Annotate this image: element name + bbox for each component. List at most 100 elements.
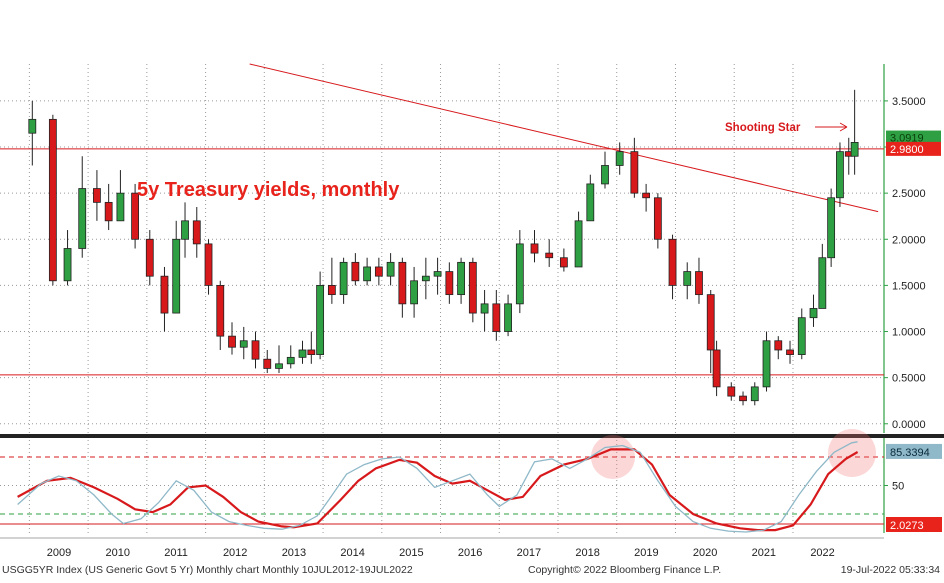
y-tick-label: 1.0000 [892, 327, 926, 339]
osc-series-secondary [17, 441, 858, 533]
candle-body [307, 349, 316, 355]
candle-body [480, 303, 489, 314]
level-badge [886, 141, 941, 156]
candle-body [836, 151, 844, 199]
candle-body [263, 358, 272, 369]
x-tick-label: 2016 [458, 547, 482, 559]
candle-body [181, 220, 189, 240]
candle-body [145, 238, 154, 277]
candle-body [339, 261, 348, 296]
osc-series-primary [17, 448, 859, 532]
footer-timestamp: 19-Jul-2022 05:33:34 [840, 564, 940, 576]
candle-body [827, 197, 836, 259]
chart-svg: 3.50003.00002.50002.00001.50001.00000.50… [0, 63, 944, 559]
candle-body [160, 275, 169, 314]
annotation-arrowhead [839, 122, 848, 132]
x-tick-label: 2014 [340, 547, 364, 559]
candle-body [286, 356, 295, 365]
candle-body [468, 261, 477, 314]
candle-body [615, 151, 624, 166]
candle-body [750, 386, 759, 402]
footer-copyright: Copyright© 2022 Bloomberg Finance L.P. [528, 564, 722, 576]
x-tick-label: 2013 [282, 547, 306, 559]
level-label: 2.9800 [890, 144, 924, 156]
candle-body [251, 340, 260, 360]
candle-body [762, 340, 771, 388]
candle-body [586, 183, 595, 222]
candle-body [695, 271, 703, 296]
candle-body [374, 266, 383, 277]
candle-body [630, 151, 639, 194]
x-tick-label: 2019 [634, 547, 658, 559]
osc-last-badge [886, 443, 942, 459]
candle-body [668, 238, 677, 286]
candle-body [421, 275, 430, 282]
highlight-circle-2022 [828, 429, 876, 477]
candle-body [786, 349, 794, 355]
y-tick-label: 2.5000 [892, 188, 926, 200]
footer-source: USGG5YR Index (US Generic Govt 5 Yr) Mon… [2, 564, 413, 576]
candle-body [398, 261, 407, 305]
candle-body [48, 118, 57, 282]
candle-body [530, 243, 539, 254]
candle-body [818, 257, 827, 309]
candle-body [457, 261, 465, 296]
candle-body [116, 192, 125, 222]
panel-separator [0, 434, 944, 438]
y-tick-label: 3.5000 [892, 96, 926, 108]
candle-body [492, 303, 501, 332]
candle-body [78, 188, 87, 249]
candle-body [545, 252, 554, 259]
candle-body [706, 294, 715, 351]
candle-body [228, 335, 236, 348]
candle-body [28, 118, 37, 134]
candle-body [386, 261, 395, 277]
candle-body [351, 261, 360, 282]
candle-body [739, 395, 747, 402]
candle-body [683, 271, 692, 286]
trendline [249, 63, 879, 213]
candle-body [601, 165, 609, 185]
y-tick-label: 0.0000 [892, 419, 926, 431]
y-tick-label: 2.0000 [892, 234, 926, 246]
x-tick-label: 2018 [575, 547, 599, 559]
x-tick-label: 2021 [752, 547, 776, 559]
x-tick-label: 2011 [164, 547, 188, 559]
candle-body [63, 248, 72, 282]
shooting-star-annotation: Shooting Star [725, 122, 801, 134]
candle-body [363, 266, 372, 282]
candle-body [504, 303, 512, 332]
x-tick-label: 2017 [517, 547, 541, 559]
candle-body [445, 271, 454, 296]
candle-body [574, 220, 583, 268]
candle-body [559, 257, 568, 268]
x-tick-label: 2009 [47, 547, 71, 559]
x-tick-label: 2022 [810, 547, 834, 559]
osc-secondary-label: 2.0273 [890, 520, 924, 532]
highlight-circle-2018 [591, 435, 635, 479]
candle-body [642, 192, 651, 199]
candle-body [275, 363, 283, 369]
candle-body [797, 317, 806, 355]
x-tick-label: 2010 [105, 547, 129, 559]
y-tick-label: 0.5000 [892, 373, 926, 385]
candle-body [239, 340, 248, 348]
candle-body [410, 280, 418, 305]
last-price-badge [886, 130, 941, 145]
candle-body [93, 188, 101, 203]
candle-body [850, 142, 859, 157]
x-tick-label: 2015 [399, 547, 423, 559]
candle-body [433, 271, 442, 277]
chart-footer: USGG5YR Index (US Generic Govt 5 Yr) Mon… [0, 560, 944, 583]
candle-body [216, 284, 225, 337]
osc-tick-label: 50 [892, 481, 904, 493]
x-tick-label: 2020 [693, 547, 717, 559]
candle-body [172, 238, 181, 314]
candle-body [712, 349, 721, 388]
candle-body [774, 340, 783, 351]
chart-title: 5y Treasury yields, monthly [137, 179, 400, 201]
x-tick-label: 2012 [223, 547, 247, 559]
candle-body [192, 220, 201, 245]
candle-body [515, 243, 524, 305]
